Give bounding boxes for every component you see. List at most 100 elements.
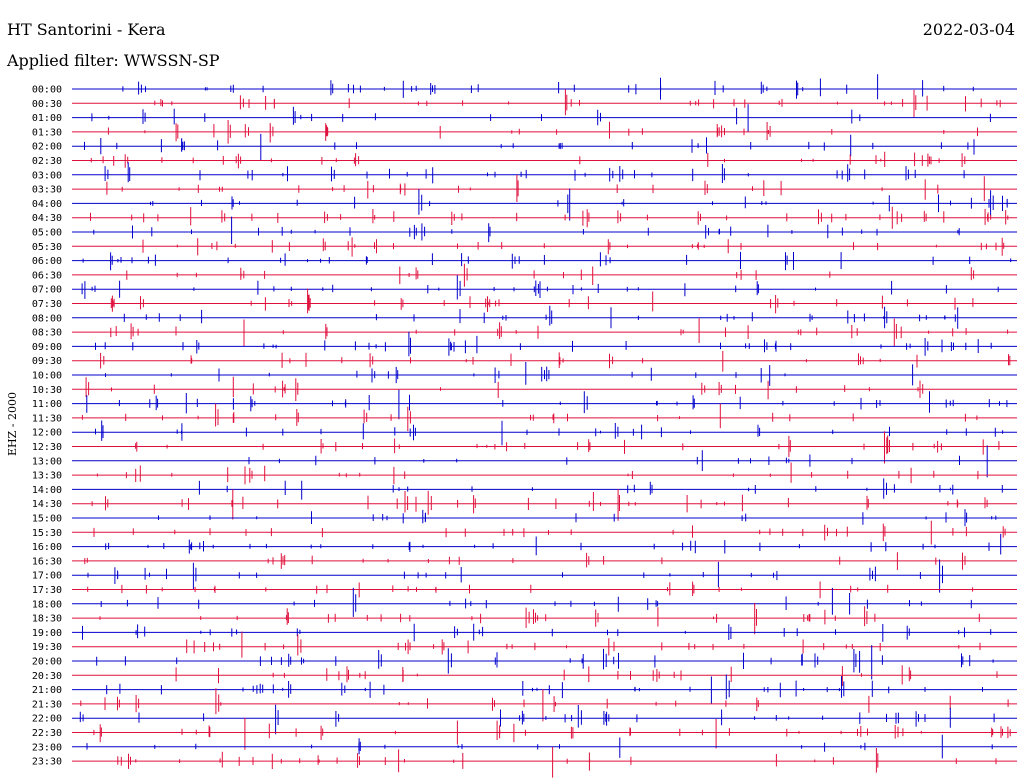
row-time-label: 12:00 — [32, 428, 62, 439]
trace-spikes — [84, 552, 966, 570]
trace-spikes — [154, 89, 1001, 118]
trace-row — [72, 74, 1017, 100]
trace-spikes — [126, 263, 975, 287]
row-time-label: 00:30 — [32, 99, 62, 110]
row-time-label: 21:00 — [32, 685, 62, 696]
row-time-label: 18:30 — [32, 614, 62, 625]
row-time-label: 06:00 — [32, 256, 62, 267]
row-time-label: 13:00 — [32, 456, 62, 467]
trace-row — [72, 645, 1017, 680]
row-time-label: 02:30 — [32, 156, 62, 167]
trace-spikes — [142, 237, 1005, 257]
row-time-label: 20:00 — [32, 657, 62, 668]
trace-row — [72, 533, 1017, 556]
trace-row — [72, 631, 1017, 658]
row-time-label: 11:30 — [32, 413, 62, 424]
filter-label: Applied filter: WWSSN-SP — [7, 51, 220, 70]
row-time-label: 17:00 — [32, 571, 62, 582]
row-time-label: 19:30 — [32, 642, 62, 653]
trace-spikes — [85, 376, 924, 401]
trace-spikes — [93, 717, 1011, 750]
row-time-label: 03:30 — [32, 185, 62, 196]
trace-row — [72, 331, 1017, 357]
row-time-label: 22:00 — [32, 714, 62, 725]
row-time-label: 15:30 — [32, 528, 62, 539]
trace-spikes — [106, 674, 983, 704]
trace-row — [72, 362, 1017, 386]
row-time-label: 10:30 — [32, 385, 62, 396]
row-time-label: 17:30 — [32, 585, 62, 596]
row-time-label: 14:00 — [32, 485, 62, 496]
trace-spikes — [91, 104, 991, 133]
date-label: 2022-03-04 — [922, 20, 1015, 39]
trace-row — [72, 587, 1017, 617]
trace-row — [72, 275, 1017, 300]
row-time-label: 16:30 — [32, 556, 62, 567]
row-time-label: 22:30 — [32, 728, 62, 739]
trace-spikes — [79, 704, 995, 735]
row-time-label: 03:00 — [32, 170, 62, 181]
trace-row — [72, 162, 1017, 184]
trace-spikes — [99, 602, 980, 635]
row-time-label: 05:00 — [32, 228, 62, 239]
trace-row — [72, 489, 1017, 521]
trace-row — [72, 403, 1017, 432]
row-time-label: 08:30 — [32, 328, 62, 339]
trace-spikes — [107, 120, 978, 144]
y-axis-label: EHZ - 2000 — [6, 392, 19, 456]
trace-row — [72, 445, 1017, 478]
trace-row — [72, 674, 1017, 704]
trace-spikes — [81, 275, 999, 300]
trace-spikes — [123, 305, 959, 329]
row-time-label: 11:00 — [32, 399, 62, 410]
row-time-label: 07:00 — [32, 285, 62, 296]
row-time-label: 15:00 — [32, 514, 62, 525]
trace-spikes — [117, 747, 997, 778]
trace-row — [72, 89, 1017, 118]
trace-spikes — [175, 665, 998, 686]
trace-row — [72, 623, 1017, 642]
trace-row — [72, 151, 1017, 169]
row-time-label: 00:00 — [32, 85, 62, 96]
trace-spikes — [104, 162, 965, 184]
trace-row — [72, 251, 1017, 271]
trace-spikes — [96, 645, 994, 680]
row-time-label: 09:00 — [32, 342, 62, 353]
trace-row — [72, 747, 1017, 778]
trace-spikes — [158, 509, 997, 527]
trace-spikes — [93, 216, 960, 244]
trace-row — [72, 688, 1017, 722]
trace-row — [72, 376, 1017, 401]
trace-row — [72, 420, 1017, 446]
trace-row — [72, 478, 1017, 500]
trace-spikes — [186, 631, 981, 658]
trace-spikes — [105, 533, 1002, 556]
trace-row — [72, 174, 1017, 202]
trace-spikes — [110, 288, 974, 314]
trace-row — [72, 237, 1017, 257]
trace-spikes — [87, 559, 943, 593]
trace-row — [72, 520, 1017, 545]
trace-row — [72, 104, 1017, 133]
row-time-label: 07:30 — [32, 299, 62, 310]
trace-spikes — [105, 362, 914, 386]
trace-spikes — [93, 520, 1006, 545]
row-time-label: 01:30 — [32, 127, 62, 138]
row-time-label: 04:00 — [32, 199, 62, 210]
trace-row — [72, 188, 1017, 221]
trace-group — [72, 74, 1017, 778]
trace-row — [72, 734, 1017, 759]
trace-spikes — [110, 318, 1009, 347]
row-time-label: 23:00 — [32, 742, 62, 753]
trace-row — [72, 318, 1017, 347]
row-time-label: 02:00 — [32, 142, 62, 153]
trace-spikes — [198, 478, 1003, 500]
row-time-label: 23:30 — [32, 757, 62, 768]
trace-row — [72, 559, 1017, 593]
trace-row — [72, 216, 1017, 244]
row-time-label: 04:30 — [32, 213, 62, 224]
trace-spikes — [87, 581, 974, 599]
row-time-label: 14:30 — [32, 499, 62, 510]
row-time-label: 20:30 — [32, 671, 62, 682]
